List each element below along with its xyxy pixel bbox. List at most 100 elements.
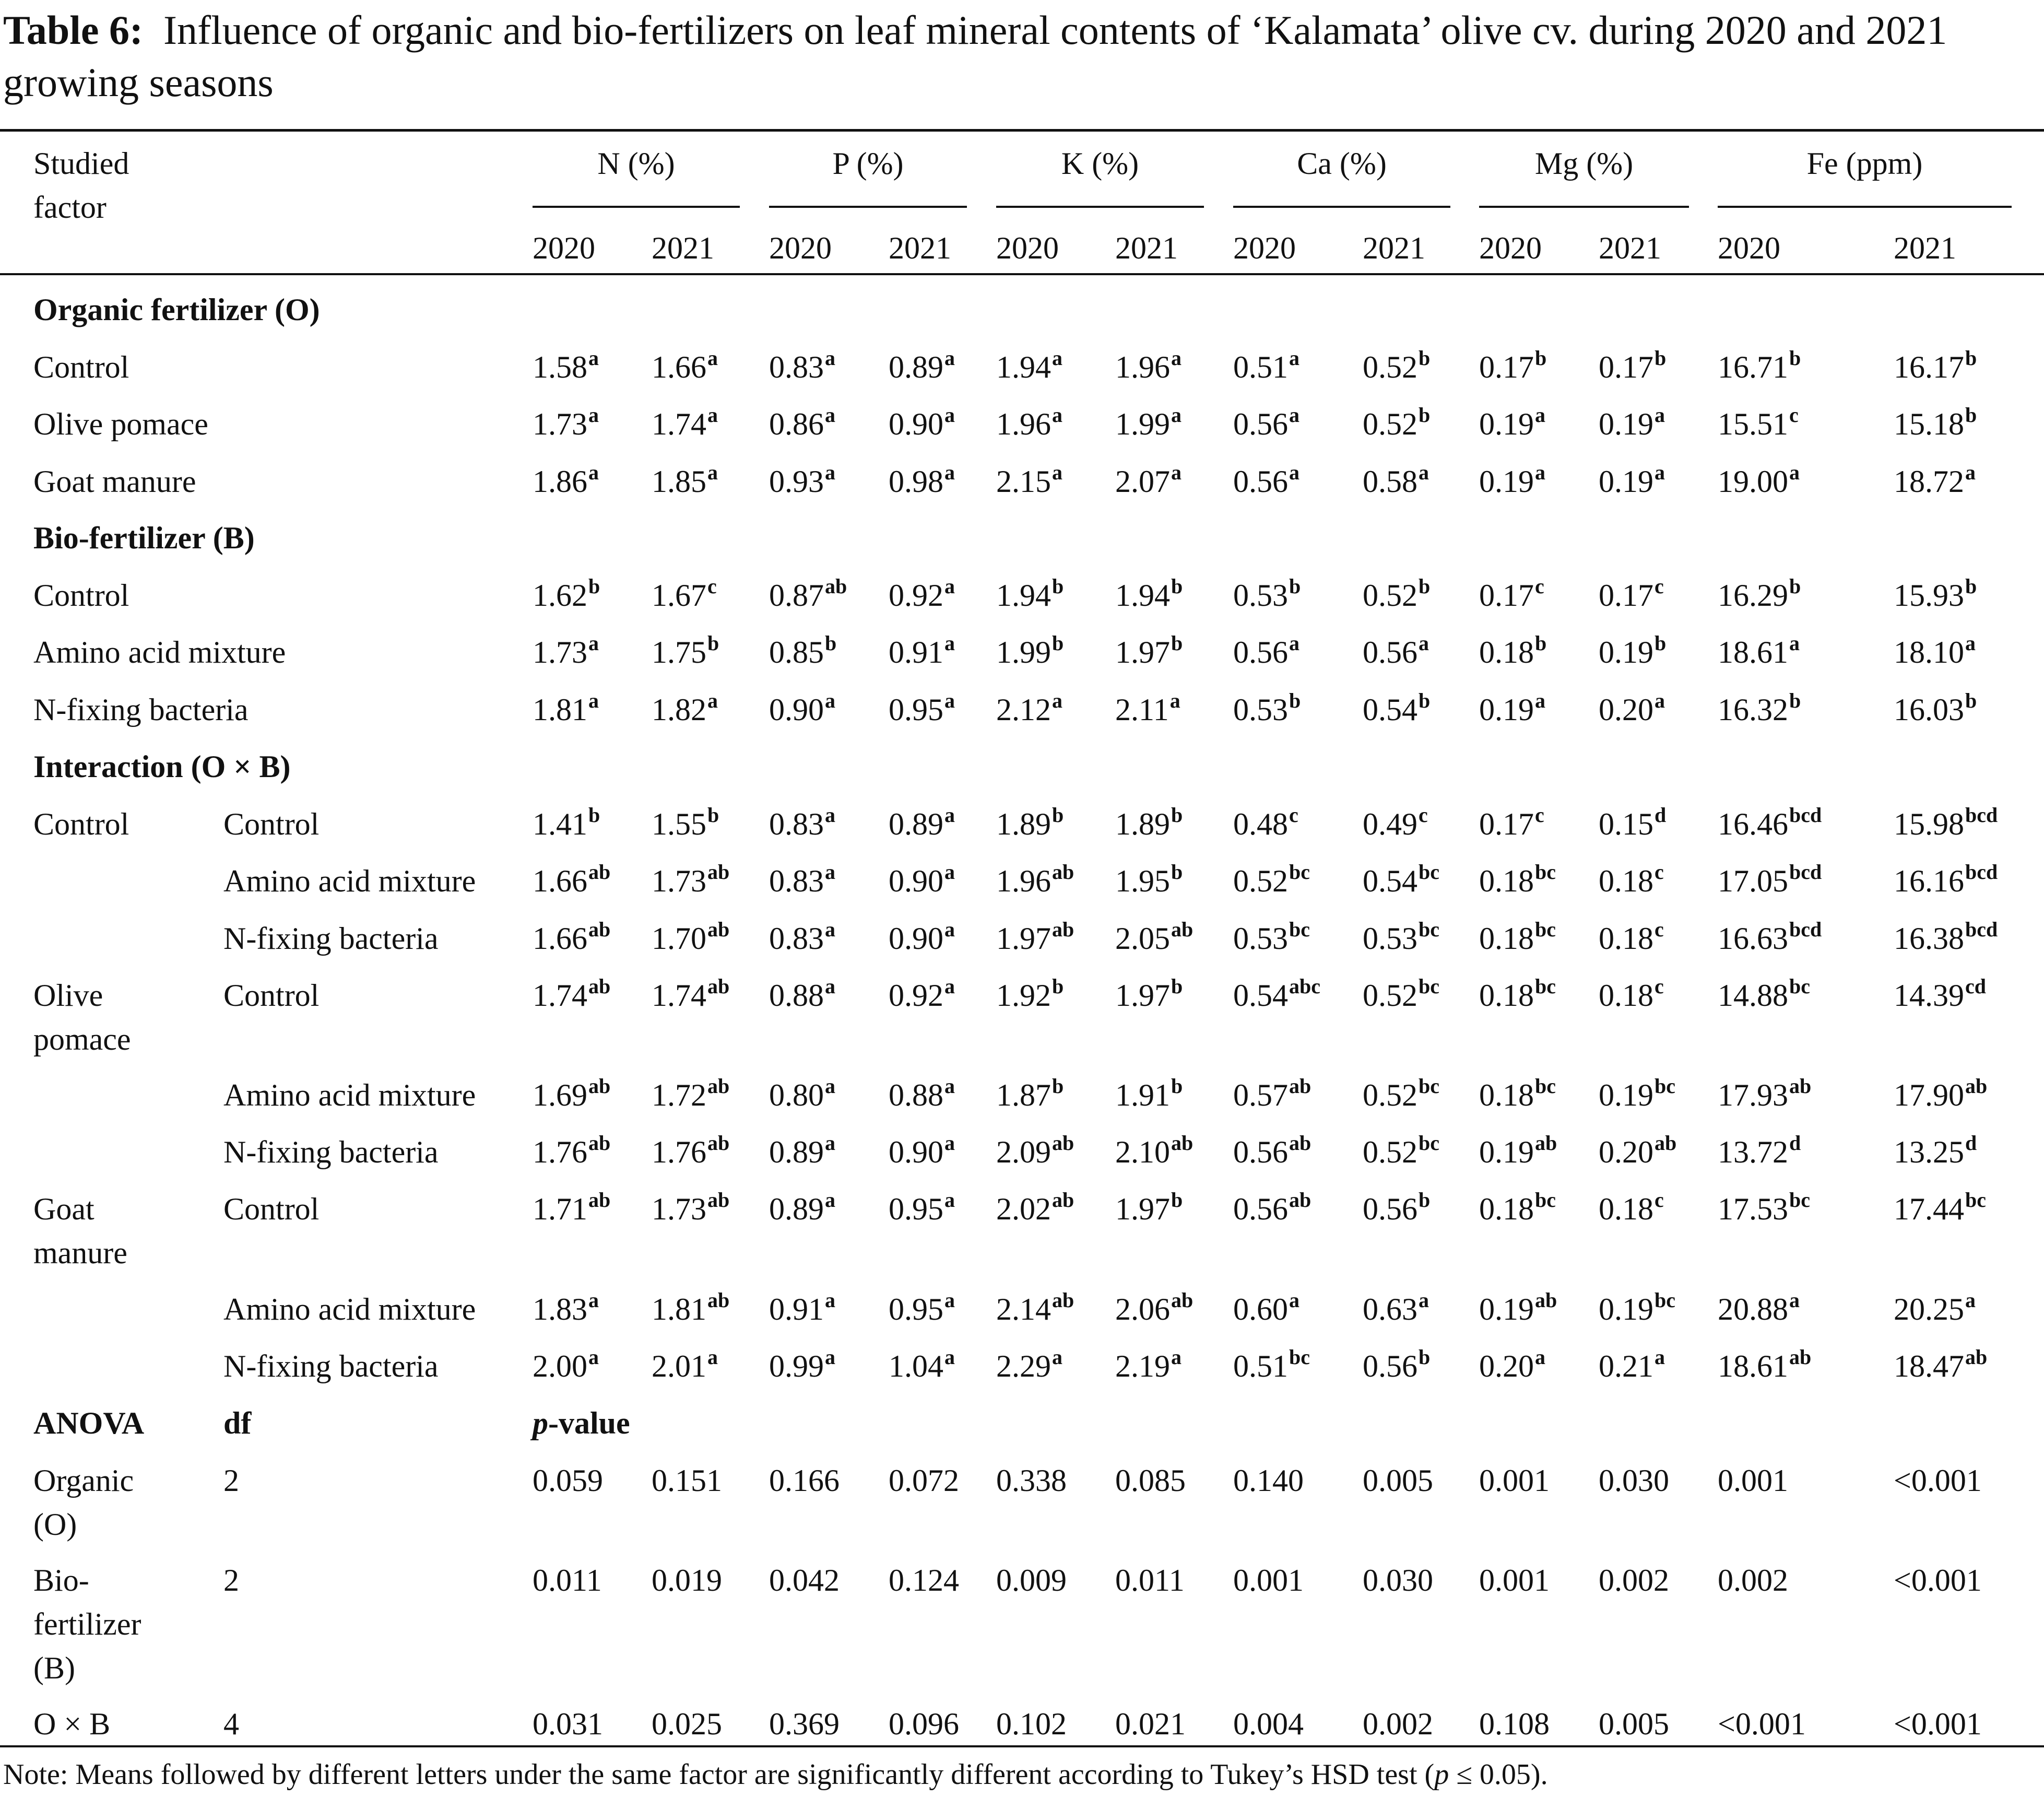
table-cell: 0.18c: [1599, 918, 1664, 956]
header-group-rule: [996, 206, 1204, 208]
anova-pvalue: 0.031: [533, 1707, 603, 1741]
table-cell: 1.66ab: [533, 918, 611, 956]
row-factor-label: Goat: [33, 1192, 94, 1226]
row-subfactor-label: Amino acid mixture: [223, 864, 476, 898]
significance-letter: a: [1052, 346, 1062, 370]
significance-letter: a: [1171, 346, 1181, 370]
significance-letter: ab: [588, 1131, 611, 1155]
anova-pvalue: 0.005: [1363, 1463, 1433, 1498]
table-cell: 1.73a: [533, 403, 599, 441]
table-cell: 0.18c: [1599, 974, 1664, 1013]
significance-letter: a: [1171, 461, 1181, 484]
anova-pvalue: <0.001: [1718, 1707, 1806, 1741]
table-cell: 0.54b: [1363, 689, 1431, 727]
table-cell: 1.91b: [1115, 1074, 1183, 1112]
significance-letter: a: [944, 860, 955, 884]
significance-letter: b: [1171, 631, 1183, 655]
significance-letter: ab: [707, 918, 730, 941]
significance-letter: b: [1052, 974, 1064, 998]
table-cell: 0.89a: [769, 1188, 835, 1226]
table-cell: 2.10ab: [1115, 1131, 1194, 1169]
significance-letter: a: [825, 1188, 835, 1212]
table-cell: 1.76ab: [533, 1131, 611, 1169]
table-cell: 0.91a: [769, 1288, 835, 1326]
table-cell: 0.52bc: [1363, 1131, 1439, 1169]
table-cell: 0.52b: [1363, 403, 1431, 441]
significance-letter: b: [1171, 974, 1183, 998]
significance-letter: b: [1789, 346, 1801, 370]
header-rule: [0, 273, 2044, 275]
significance-letter: bcd: [1789, 860, 1822, 884]
significance-letter: ab: [1052, 1188, 1074, 1212]
anova-source-label: Bio-: [33, 1563, 89, 1598]
significance-letter: b: [1171, 574, 1183, 598]
table-cell: 15.51c: [1718, 403, 1799, 441]
significance-letter: c: [1289, 803, 1298, 827]
table-cell: 0.99a: [769, 1345, 835, 1383]
table-cell: 0.20a: [1599, 689, 1665, 727]
header-year: 2020: [769, 231, 832, 265]
table-cell: 0.53b: [1233, 689, 1301, 727]
significance-letter: a: [707, 346, 718, 370]
note-p: p: [1434, 1758, 1449, 1791]
significance-letter: b: [1655, 346, 1667, 370]
table-cell: 0.56b: [1363, 1188, 1431, 1226]
table-cell: 1.99a: [1115, 403, 1181, 441]
header-factor-line2: factor: [33, 190, 107, 225]
table-cell: 1.92b: [996, 974, 1064, 1013]
table-cell: 0.58a: [1363, 461, 1429, 499]
significance-letter: a: [1169, 689, 1180, 712]
header-year: 2021: [1599, 231, 1661, 265]
significance-letter: b: [1052, 574, 1064, 598]
table-cell: 2.00a: [533, 1345, 599, 1383]
significance-letter: c: [1655, 574, 1664, 598]
table-cell: 0.95a: [889, 1188, 955, 1226]
significance-letter: ab: [1171, 918, 1194, 941]
table-cell: 0.95a: [889, 689, 955, 727]
significance-letter: a: [944, 403, 955, 427]
significance-letter: a: [1171, 403, 1181, 427]
table-cell: 16.63bcd: [1718, 918, 1822, 956]
significance-letter: b: [1171, 803, 1183, 827]
table-cell: 0.18bc: [1479, 1188, 1556, 1226]
table-cell: 0.19bc: [1599, 1288, 1675, 1326]
significance-letter: ab: [1289, 1074, 1312, 1098]
significance-letter: ab: [707, 1188, 730, 1212]
table-cell: 1.41b: [533, 803, 600, 841]
significance-letter: b: [1289, 689, 1301, 712]
significance-letter: a: [1289, 346, 1299, 370]
significance-letter: b: [1052, 631, 1064, 655]
significance-letter: ab: [707, 1131, 730, 1155]
table-cell: 0.17b: [1479, 346, 1547, 384]
table-cell: 1.81ab: [652, 1288, 730, 1326]
table-cell: 1.58a: [533, 346, 599, 384]
significance-letter: a: [1789, 461, 1800, 484]
significance-letter: a: [1535, 689, 1545, 712]
table-cell: 0.83a: [769, 860, 835, 898]
significance-letter: b: [1052, 1074, 1064, 1098]
significance-letter: ab: [707, 974, 730, 998]
table-cell: 0.52b: [1363, 346, 1431, 384]
table-cell: 17.93ab: [1718, 1074, 1812, 1112]
significance-letter: ab: [707, 1074, 730, 1098]
table-cell: 0.19ab: [1479, 1288, 1557, 1326]
header-group-label: Mg (%): [1534, 146, 1634, 181]
table-cell: 0.18bc: [1479, 860, 1556, 898]
significance-letter: b: [1419, 574, 1431, 598]
significance-letter: b: [1419, 346, 1431, 370]
header-year: 2021: [1115, 231, 1178, 265]
significance-letter: b: [1789, 689, 1801, 712]
anova-pvalue: 0.059: [533, 1463, 603, 1498]
significance-letter: a: [1052, 1345, 1062, 1369]
significance-letter: a: [825, 403, 835, 427]
anova-pvalue: <0.001: [1894, 1707, 1982, 1741]
table-cell: 2.19a: [1115, 1345, 1181, 1383]
table-cell: 1.85a: [652, 461, 718, 499]
table-cell: 0.85b: [769, 631, 837, 670]
significance-letter: ab: [588, 860, 611, 884]
header-year: 2020: [1479, 231, 1542, 265]
significance-letter: bc: [1419, 860, 1439, 884]
table-cell: 2.05ab: [1115, 918, 1194, 956]
table-cell: 18.10a: [1894, 631, 1976, 670]
section-heading-interaction: Interaction (O × B): [33, 749, 291, 784]
